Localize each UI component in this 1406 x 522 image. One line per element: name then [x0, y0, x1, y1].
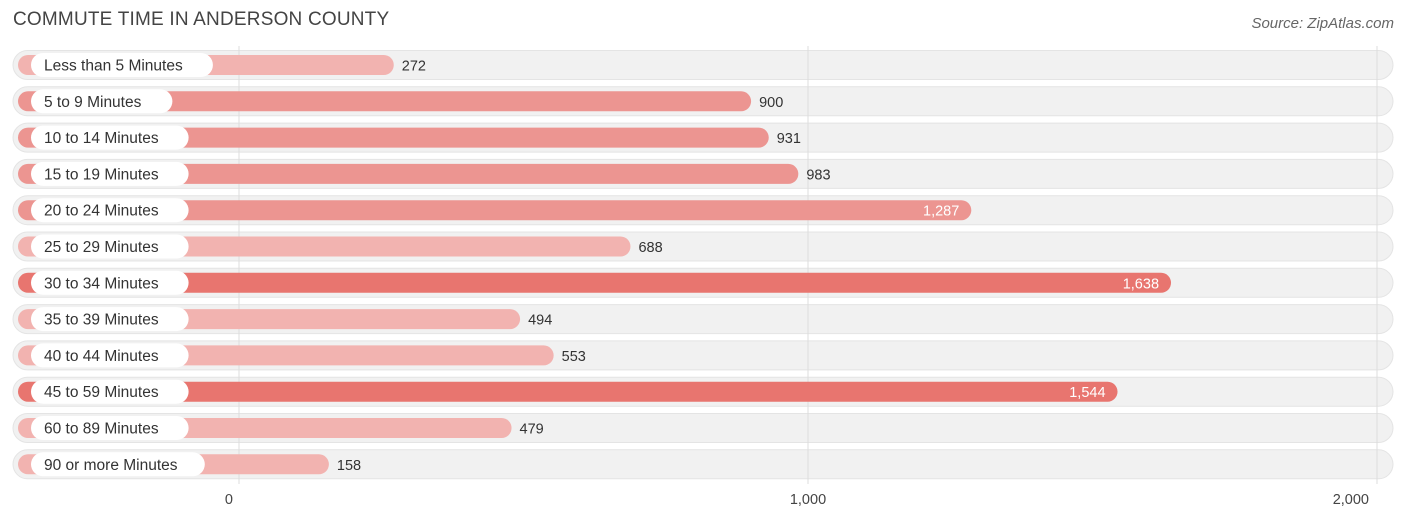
value-label: 158: [337, 458, 361, 474]
bar[interactable]: [18, 272, 1172, 293]
source-credit: Source: ZipAtlas.com: [1251, 15, 1394, 32]
value-label: 1,287: [923, 204, 959, 220]
category-label-pill: [31, 343, 189, 368]
category-label-pill: [31, 53, 213, 77]
value-label: 272: [402, 59, 426, 75]
value-label: 494: [528, 313, 552, 329]
value-label: 983: [806, 167, 830, 183]
value-label: 553: [562, 349, 586, 365]
x-tick-label: 0: [225, 492, 233, 508]
bar[interactable]: [18, 163, 799, 184]
category-label-pill: [31, 452, 205, 477]
row-track: [12, 449, 1394, 480]
category-label-pill: [31, 416, 189, 440]
bar[interactable]: [18, 127, 769, 148]
category-label: 10 to 14 Minutes: [44, 130, 159, 147]
bar[interactable]: [18, 91, 752, 112]
category-label: 40 to 44 Minutes: [44, 348, 159, 365]
category-label: 45 to 59 Minutes: [44, 384, 159, 401]
x-tick-label: 2,000: [1333, 492, 1369, 508]
value-label: 479: [520, 422, 544, 438]
category-label: Less than 5 Minutes: [44, 58, 183, 75]
category-label-pill: [31, 307, 189, 332]
category-label-pill: [31, 125, 189, 150]
value-label: 931: [777, 131, 801, 147]
value-label: 688: [638, 240, 662, 256]
category-label-pill: [31, 198, 189, 223]
value-label: 900: [759, 95, 783, 111]
category-label: 15 to 19 Minutes: [44, 166, 159, 183]
category-label: 90 or more Minutes: [44, 457, 178, 474]
value-label: 1,544: [1069, 385, 1105, 401]
category-label: 30 to 34 Minutes: [44, 275, 159, 292]
category-label-pill: [31, 161, 189, 186]
category-label: 35 to 39 Minutes: [44, 312, 159, 329]
category-label: 60 to 89 Minutes: [44, 421, 159, 438]
category-label-pill: [31, 89, 173, 114]
category-label-pill: [31, 270, 189, 295]
x-tick-label: 1,000: [790, 492, 826, 508]
category-label: 5 to 9 Minutes: [44, 94, 142, 111]
bar[interactable]: [18, 381, 1118, 402]
value-label: 1,638: [1123, 276, 1159, 292]
category-label: 25 to 29 Minutes: [44, 239, 159, 256]
category-label-pill: [31, 234, 189, 259]
category-label-pill: [31, 379, 189, 404]
chart-title: COMMUTE TIME IN ANDERSON COUNTY: [13, 9, 390, 30]
category-label: 20 to 24 Minutes: [44, 203, 159, 220]
bar[interactable]: [18, 200, 972, 221]
